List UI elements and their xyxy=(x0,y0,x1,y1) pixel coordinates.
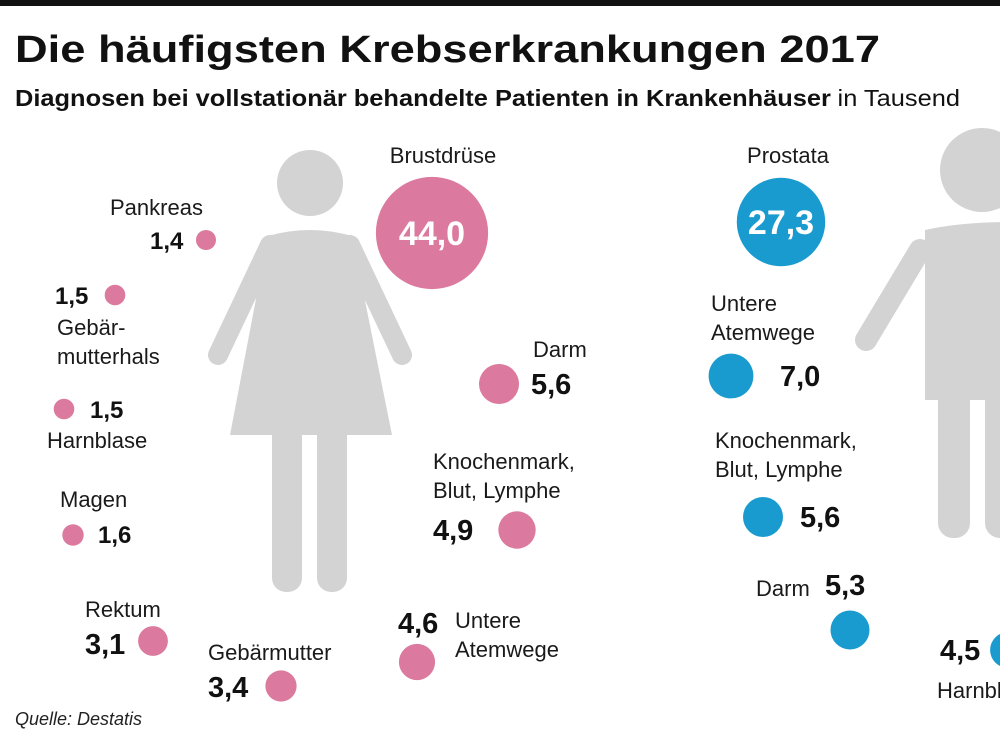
bubble-women xyxy=(53,398,75,420)
bubble-label: Darm xyxy=(533,337,587,362)
bubble-label: Untere xyxy=(455,608,521,633)
bubble-men xyxy=(736,177,826,267)
bubble-value: 1,4 xyxy=(150,228,184,255)
bubble-label: Knochenmark, xyxy=(433,449,575,474)
bubble-women xyxy=(62,524,84,546)
bubble-label: Darm xyxy=(756,576,810,601)
bubble-label: Pankreas xyxy=(110,195,203,220)
bubble-label: Harnblase xyxy=(937,678,1000,703)
bubble-value: 3,4 xyxy=(208,672,248,704)
bubble-value: 1,5 xyxy=(90,397,123,424)
bubble-value: 5,6 xyxy=(531,369,571,401)
bubble-women xyxy=(479,364,519,404)
bubble-label: Atemwege xyxy=(455,637,559,662)
bubble-men xyxy=(830,610,870,650)
bubble-label: Knochenmark, xyxy=(715,428,857,453)
top-bar xyxy=(0,0,1000,6)
bubble-label: Rektum xyxy=(85,597,161,622)
bubble-label: Harnblase xyxy=(47,428,147,453)
bubble-women xyxy=(498,511,536,549)
bubble-value: 5,3 xyxy=(825,570,865,602)
bubble-value: 1,6 xyxy=(98,522,131,549)
bubble-men xyxy=(990,633,1000,667)
bubble-value: 4,6 xyxy=(398,608,438,640)
bubbles: Brustdrüse 44,0 Darm 5,6 Knochenmark, Blut, L… xyxy=(47,143,1000,704)
bubble-men xyxy=(708,353,754,399)
bubble-women xyxy=(265,670,297,702)
bubble-men xyxy=(743,497,783,537)
bubble-value: 4,5 xyxy=(940,635,980,667)
bubble-value: 4,9 xyxy=(433,515,473,547)
bubble-value: 27,3 xyxy=(748,204,814,242)
bubble-value: 44,0 xyxy=(399,215,465,253)
bubble-women xyxy=(375,176,489,290)
bubble-label: Brustdrüse xyxy=(390,143,496,168)
bubble-label: Prostata xyxy=(747,143,830,168)
subtitle-unit: in Tausend xyxy=(838,85,960,111)
source-note: Quelle: Destatis xyxy=(15,709,142,729)
bubble-label: mutterhals xyxy=(57,344,160,369)
bubble-value: 3,1 xyxy=(85,629,125,661)
bubble-value: 5,6 xyxy=(800,502,840,534)
bubble-label: Blut, Lymphe xyxy=(715,457,843,482)
bubble-women xyxy=(398,643,436,681)
bubble-value: 1,5 xyxy=(55,283,88,310)
bubble-label: Gebärmutter xyxy=(208,640,332,665)
bubble-label: Gebär- xyxy=(57,315,125,340)
bubble-label: Untere xyxy=(711,291,777,316)
bubble-value: 7,0 xyxy=(780,361,820,393)
bubble-women xyxy=(138,626,168,656)
male-figure-icon xyxy=(855,128,1000,538)
bubble-women xyxy=(104,284,126,306)
chart-subtitle: Diagnosen bei vollstationär behandelte P… xyxy=(15,85,960,111)
bubble-label: Atemwege xyxy=(711,320,815,345)
chart-title: Die häufigsten Krebserkrankungen 2017 xyxy=(15,29,880,71)
female-figure-icon xyxy=(208,150,412,592)
bubble-label: Blut, Lymphe xyxy=(433,478,561,503)
subtitle-main: Diagnosen bei vollstationär behandelte P… xyxy=(15,85,831,111)
bubble-label: Magen xyxy=(60,487,127,512)
bubble-women xyxy=(196,230,216,250)
